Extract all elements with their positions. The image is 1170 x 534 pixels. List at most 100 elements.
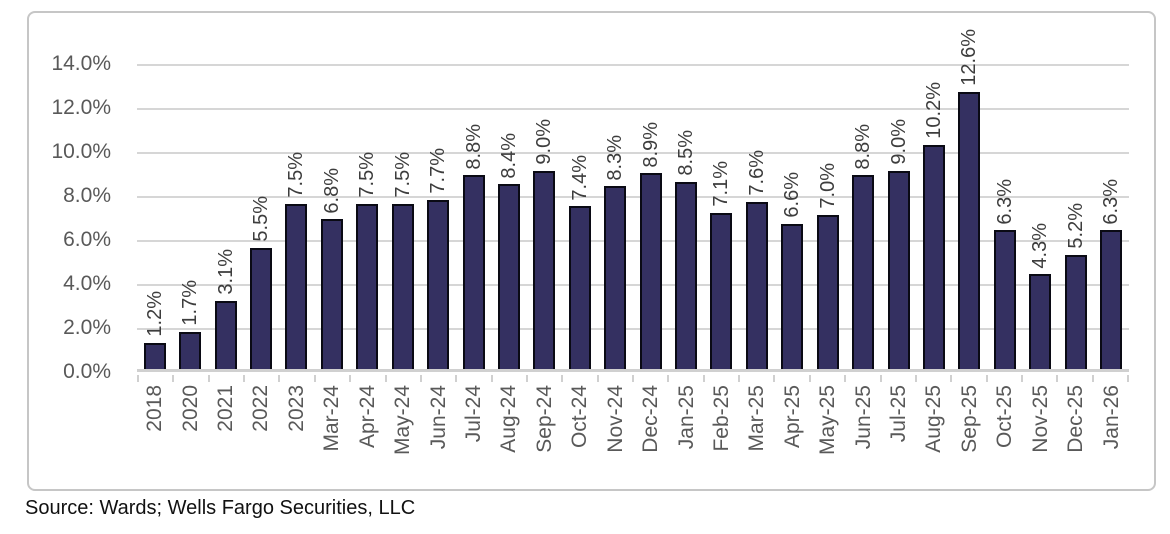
bar-group: 7.5% (385, 64, 420, 369)
x-axis-tick-label: Sep-24 (532, 385, 556, 453)
x-axis-label-cell: Dec-24 (633, 385, 668, 481)
bar (710, 212, 733, 369)
x-axis-label-cell: 2022 (243, 385, 278, 481)
bar-group: 7.4% (562, 64, 597, 369)
x-axis-tick (667, 375, 702, 382)
bar-group: 12.6% (952, 29, 987, 369)
x-axis-tick (419, 375, 455, 382)
bar-group: 5.2% (1058, 64, 1093, 369)
x-axis-tick-label: Mar-25 (745, 385, 769, 452)
x-axis-label-cell: 2021 (208, 385, 243, 481)
x-axis-tick-label: Dec-25 (1064, 385, 1088, 453)
bar-value-label: 8.3% (604, 134, 627, 181)
x-axis-label-cell: Nov-24 (597, 385, 632, 481)
x-axis-tick (985, 375, 1021, 382)
bar (887, 171, 910, 369)
bar-value-label: 10.2% (922, 81, 945, 139)
x-axis-tick (172, 375, 207, 382)
y-axis: 14.0% 12.0% 10.0% 8.0% 6.0% 4.0% 2.0% 0.0% (29, 52, 111, 383)
bar-group: 6.8% (314, 64, 349, 369)
bar-value-label: 6.3% (993, 178, 1016, 225)
bar-group: 1.7% (172, 64, 207, 369)
bar-group: 7.6% (739, 64, 774, 369)
bar-value-label: 9.0% (533, 119, 556, 165)
gridline (137, 196, 1129, 198)
bar (391, 204, 414, 369)
x-axis-tick (844, 375, 879, 382)
x-axis-tick-label: Nov-25 (1028, 385, 1052, 453)
bar-group: 7.5% (350, 64, 385, 369)
x-axis-tick-label: Feb-25 (709, 385, 733, 452)
x-axis-tick-label: 2022 (249, 385, 273, 432)
bar-value-label: 7.1% (710, 161, 733, 207)
bar (320, 219, 343, 369)
bar-group: 6.6% (775, 64, 810, 369)
x-axis-label-cell: Jan-25 (668, 385, 703, 481)
x-axis-tick (950, 375, 985, 382)
bar-value-label: 1.2% (143, 291, 166, 337)
source-text: Source: Wards; Wells Fargo Securities, L… (25, 497, 416, 519)
x-axis-tick (278, 375, 313, 382)
bar-value-label: 7.5% (285, 152, 308, 198)
bar-group: 6.3% (987, 64, 1022, 369)
x-axis-label-cell: Oct-24 (562, 385, 597, 481)
x-axis-tick (384, 375, 420, 382)
bar-group: 9.0% (527, 64, 562, 369)
bar-value-label: 7.5% (391, 152, 414, 198)
y-axis-tick-label: 8.0% (63, 184, 111, 207)
x-axis-tick-label: Jun-24 (426, 385, 450, 450)
x-axis-label-cell: 2023 (279, 385, 314, 481)
x-axis-label-cell: Nov-25 (1023, 385, 1058, 481)
gridline (137, 240, 1129, 242)
bar-group: 4.3% (1023, 64, 1058, 369)
bar-value-label: 8.8% (852, 123, 875, 170)
x-axis-tick (702, 375, 738, 382)
x-axis-tick-label: Dec-24 (639, 385, 663, 453)
bar (179, 331, 202, 369)
y-axis-tick-label: 2.0% (63, 316, 111, 339)
x-axis-tick (808, 375, 844, 382)
x-axis-tick (1020, 375, 1056, 382)
plot-area: 1.2% 1.7% 3.1% 5.5% 7.5% 6.8% 7.5% 7.5% 7.7% 8.8%… (137, 29, 1129, 372)
bar-value-label: 8.8% (462, 123, 485, 170)
bar (214, 300, 237, 369)
x-axis-tick (1056, 375, 1091, 382)
x-axis-tick-label: 2021 (214, 385, 238, 432)
bar (533, 171, 556, 369)
y-axis-tick-label: 14.0% (51, 52, 111, 75)
gridline (137, 108, 1129, 110)
bar (745, 201, 768, 369)
gridline (137, 152, 1129, 154)
x-axis-tick-label: Aug-25 (922, 385, 946, 453)
x-axis-label-cell: Mar-24 (314, 385, 349, 481)
bar (1064, 254, 1087, 369)
bar (852, 175, 875, 369)
x-axis-tick (914, 375, 950, 382)
bar-group: 7.5% (279, 64, 314, 369)
bar (568, 206, 591, 369)
bar (462, 175, 485, 369)
x-axis-tick (773, 375, 808, 382)
x-axis-tick (349, 375, 384, 382)
x-axis-label-cell: Apr-25 (775, 385, 810, 481)
x-axis-tick-label: May-24 (391, 385, 415, 456)
bar-group: 7.0% (810, 64, 845, 369)
x-axis-tick (137, 375, 172, 382)
bar-group: 8.8% (845, 64, 880, 369)
x-axis-tick-label: Mar-24 (320, 385, 344, 452)
x-axis-tick (243, 375, 278, 382)
gridline (137, 284, 1129, 286)
bar-value-label: 8.4% (497, 132, 520, 179)
bar-value-label: 6.3% (1100, 178, 1123, 225)
bar (958, 91, 981, 369)
x-axis-tick (207, 375, 243, 382)
x-axis-label-cell: Jul-25 (881, 385, 916, 481)
bar-group: 10.2% (916, 64, 951, 369)
x-axis-tick (596, 375, 632, 382)
bar-group: 3.1% (208, 64, 243, 369)
x-axis-tick-label: Oct-24 (568, 385, 592, 449)
x-axis-tick (313, 375, 349, 382)
x-axis-label-cell: Aug-25 (916, 385, 951, 481)
x-axis-label-cell: Jun-24 (420, 385, 455, 481)
